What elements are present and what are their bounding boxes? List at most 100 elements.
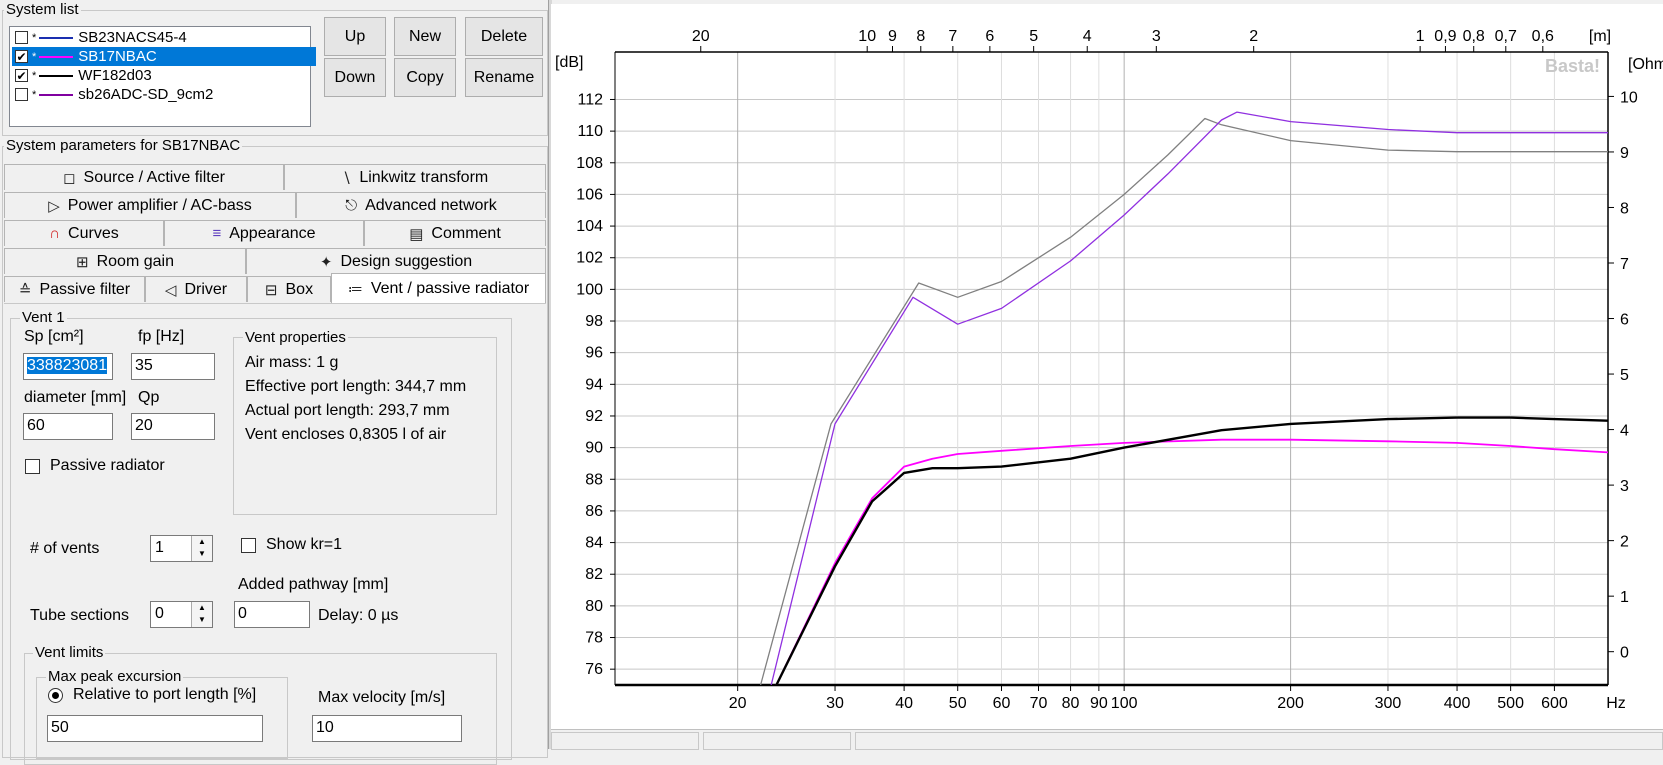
chart-panel[interactable]: 76 78 80 82 84 86 88 90 92 94 96 98 100 102 104 106 108 1… [551, 4, 1663, 729]
vent-property-air-volume: Vent encloses 0,8305 l of air [245, 426, 447, 443]
series-line-2 [775, 438, 1608, 685]
delete-button[interactable]: Delete [465, 17, 543, 56]
x-tick-label: 30 [826, 695, 844, 712]
y-unit-label: [dB] [555, 54, 583, 71]
fp-input[interactable]: 35 [131, 353, 215, 380]
spinner-arrows[interactable]: ▲ ▼ [191, 536, 212, 561]
system-listbox[interactable]: * SB23NACS45-4 ✔ * SB17NBAC ✔ * WF182d03 * sb2… [9, 26, 316, 127]
y-tick-label: 84 [585, 535, 603, 552]
y-tick-label: 98 [585, 313, 603, 330]
x-tick-label: 90 [1090, 695, 1108, 712]
top-tick-label: 5 [1029, 28, 1038, 45]
y2-tick-label: 7 [1620, 256, 1629, 273]
passive-filter-icon: ≙ [18, 281, 32, 299]
x-tick-label: 600 [1541, 695, 1568, 712]
x-tick-label: 200 [1277, 695, 1304, 712]
tab-comment[interactable]: ▤ Comment [364, 220, 546, 246]
sp-input[interactable]: 338823081 [23, 353, 113, 380]
panel-splitter[interactable] [548, 0, 552, 749]
top-tick-label: 8 [916, 28, 925, 45]
vent-icon: ≔ [347, 280, 363, 298]
tab-vent-passive-radiator[interactable]: ≔ Vent / passive radiator [331, 273, 546, 303]
relative-value-input[interactable]: 50 [47, 715, 263, 742]
tab-passive-filter[interactable]: ≙ Passive filter [4, 276, 145, 302]
frequency-response-chart[interactable]: 7678808284868890929496981001021041061081… [551, 4, 1663, 729]
rename-button[interactable]: Rename [465, 58, 543, 97]
system-list-item[interactable]: ✔ * SB17NBAC [12, 47, 316, 66]
tab-design-suggestion[interactable]: ✦ Design suggestion [246, 248, 546, 274]
tab-linkwitz-transform[interactable]: ∖ Linkwitz transform [284, 164, 546, 190]
system-list-item[interactable]: * sb26ADC-SD_9cm2 [12, 85, 316, 104]
y2-tick-label: 1 [1620, 589, 1629, 606]
new-button[interactable]: New [394, 17, 456, 56]
vent-property-air-mass: Air mass: 1 g [245, 354, 339, 371]
copy-button[interactable]: Copy [394, 58, 456, 97]
top-tick-label: 0,7 [1495, 28, 1517, 45]
y-tick-label: 110 [577, 123, 603, 140]
modified-marker: * [32, 50, 37, 63]
tab-curves[interactable]: ∩ Curves [4, 220, 164, 246]
visibility-checkbox[interactable]: ✔ [15, 49, 28, 64]
tube-sections-label: Tube sections [30, 607, 130, 624]
top-tick-label: 2 [1249, 28, 1258, 45]
max-velocity-input[interactable]: 10 [312, 715, 462, 742]
tab-advanced-network[interactable]: ⎋ Advanced network [296, 192, 546, 218]
line-color-swatch [39, 74, 74, 77]
y-tick-label: 96 [585, 345, 603, 362]
visibility-checkbox[interactable] [15, 31, 28, 44]
x-tick-label: 500 [1497, 695, 1524, 712]
vent-properties-title: Vent properties [243, 329, 348, 346]
added-pathway-input[interactable]: 0 [234, 601, 310, 628]
system-list-item[interactable]: ✔ * WF182d03 [12, 66, 316, 85]
tab-row-1: ◻ Source / Active filter ∖ Linkwitz transf… [4, 164, 546, 190]
x-tick-label: 60 [993, 695, 1011, 712]
tab-power-amplifier[interactable]: ▷ Power amplifier / AC-bass [4, 192, 296, 218]
relative-to-port-length-radio[interactable] [48, 688, 63, 703]
system-list-item[interactable]: * SB23NACS45-4 [12, 28, 316, 47]
y2-tick-label: 10 [1620, 89, 1638, 106]
amplifier-icon: ▷ [48, 197, 60, 215]
y2-tick-label: 6 [1620, 312, 1629, 329]
top-tick-label: 4 [1083, 28, 1092, 45]
spinner-arrows[interactable]: ▲ ▼ [191, 602, 212, 627]
x-tick-label: 20 [729, 695, 747, 712]
vent-properties-group [233, 337, 497, 515]
tab-box[interactable]: ⊟ Box [247, 276, 331, 302]
passive-radiator-checkbox[interactable] [25, 459, 40, 474]
tab-row-5: ≙ Passive filter ◁ Driver ⊟ Box ≔ Vent / pas… [4, 273, 546, 303]
tab-source-active-filter[interactable]: ◻ Source / Active filter [4, 164, 284, 190]
top-tick-label: 0,8 [1463, 28, 1485, 45]
y2-tick-label: 4 [1620, 423, 1629, 440]
vent-limits-title: Vent limits [33, 644, 106, 661]
y2-tick-label: 0 [1620, 645, 1629, 662]
qp-input[interactable]: 20 [131, 413, 215, 440]
y-tick-label: 102 [576, 250, 603, 267]
down-button[interactable]: Down [324, 58, 386, 97]
status-bar [551, 729, 1663, 750]
tube-sections-spinner[interactable]: 0 ▲ ▼ [150, 601, 213, 628]
tab-room-gain[interactable]: ⊞ Room gain [4, 248, 246, 274]
top-tick-label: 10 [858, 28, 876, 45]
x-tick-label: 100 [1111, 695, 1138, 712]
top-tick-label: 1 [1416, 28, 1425, 45]
up-button[interactable]: Up [324, 17, 386, 56]
num-vents-spinner[interactable]: 1 ▲ ▼ [150, 535, 213, 562]
visibility-checkbox[interactable] [15, 88, 28, 101]
y-tick-label: 108 [576, 155, 603, 172]
y-tick-label: 76 [585, 661, 603, 678]
max-peak-excursion-title: Max peak excursion [46, 668, 184, 685]
curves-icon: ∩ [49, 225, 61, 242]
x-tick-label: 300 [1375, 695, 1402, 712]
show-kr-checkbox[interactable] [241, 538, 256, 553]
visibility-checkbox[interactable]: ✔ [15, 68, 28, 83]
tab-appearance[interactable]: ≡ Appearance [164, 220, 364, 246]
y-tick-label: 90 [585, 440, 603, 457]
top-unit-label: [m] [1589, 28, 1611, 45]
series-line-1 [770, 111, 1608, 685]
watermark: Basta! [1545, 56, 1600, 76]
diameter-input[interactable]: 60 [23, 413, 113, 440]
linkwitz-icon: ∖ [341, 169, 352, 187]
y2-unit-label: [Ohm] [1628, 56, 1663, 73]
top-tick-label: 0,9 [1434, 28, 1456, 45]
tab-driver[interactable]: ◁ Driver [145, 276, 247, 302]
